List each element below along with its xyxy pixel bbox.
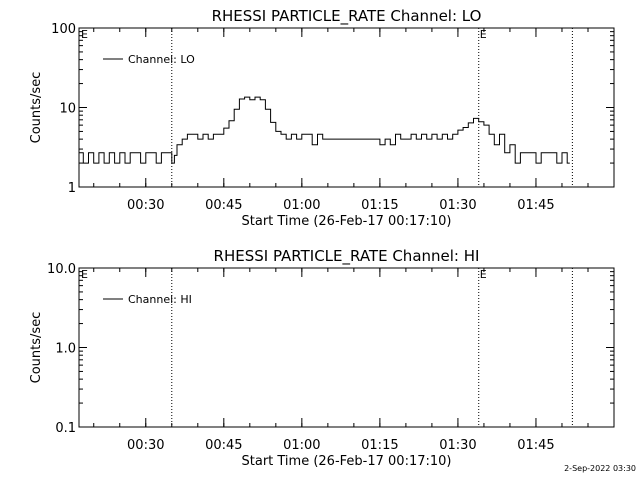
panel2-corner-label: E (81, 268, 88, 281)
panel1-corner-label: E (81, 28, 88, 41)
panel1-x-tick-label: 00:45 (205, 198, 242, 213)
panel1-x-tick-label: 01:30 (439, 198, 476, 213)
panel2-x-tick-label: 01:30 (439, 438, 476, 453)
panel1-x-tick-label: 01:00 (283, 198, 320, 213)
panel1-y-axis-label: Counts/sec (29, 72, 44, 144)
panel1-series-line (79, 96, 570, 164)
panel2-plot-frame (78, 267, 615, 428)
panel2-y-tick-label: 0.1 (55, 421, 76, 436)
panel1-y-tick-label: 100 (51, 22, 76, 37)
panel2-y-tick-label: 1.0 (55, 342, 76, 357)
panel2-x-tick-label: 00:30 (127, 438, 164, 453)
panel2-x-tick-label: 01:45 (517, 438, 554, 453)
panel2-y-axis-label: Counts/sec (29, 312, 44, 384)
panel1-chart-title: RHESSI PARTICLE_RATE Channel: LO (212, 7, 482, 26)
panel2-chart-title: RHESSI PARTICLE_RATE Channel: HI (214, 247, 480, 266)
panel1-y-tick-label: 1 (68, 181, 76, 196)
panel1-x-tick-label: 01:15 (361, 198, 398, 213)
panel1-y-tick-label: 10 (59, 102, 76, 117)
panel2-legend-label: Channel: HI (128, 293, 192, 306)
panel1-legend-label: Channel: LO (128, 53, 195, 66)
panel1-x-tick-label: 00:30 (127, 198, 164, 213)
panel2-y-tick-label: 10.0 (47, 262, 76, 277)
footer-timestamp: 2-Sep-2022 03:30 (564, 464, 636, 473)
panel1-event-marker-label: E (480, 28, 487, 41)
panel2-x-tick-label: 00:45 (205, 438, 242, 453)
panel2-x-tick-label: 01:00 (283, 438, 320, 453)
panel2-x-tick-label: 01:15 (361, 438, 398, 453)
panel2-event-marker-label: E (480, 268, 487, 281)
panel1-x-axis-label: Start Time (26-Feb-17 00:17:10) (242, 214, 452, 229)
panel2-x-axis-label: Start Time (26-Feb-17 00:17:10) (242, 454, 452, 469)
panel1-x-tick-label: 01:45 (517, 198, 554, 213)
